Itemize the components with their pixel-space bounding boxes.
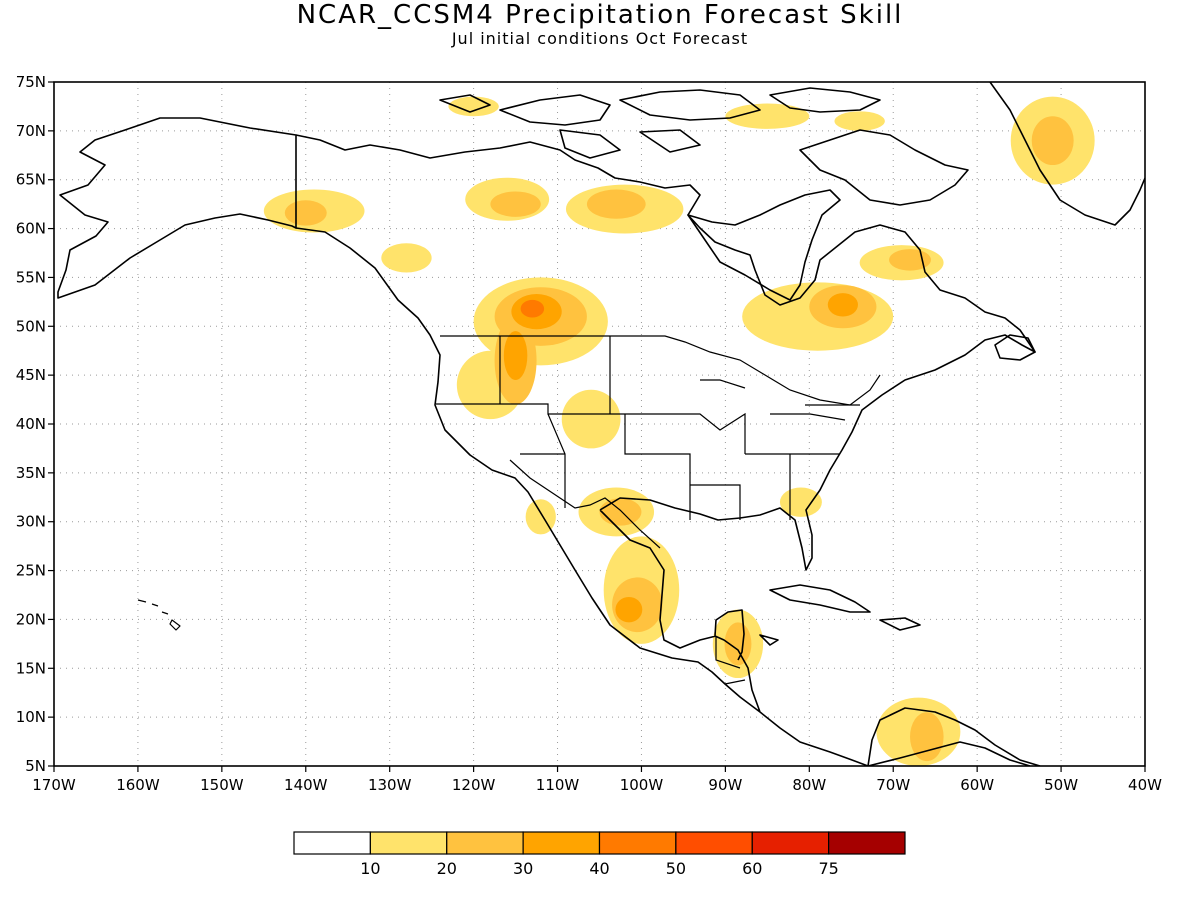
border-us-mexico <box>509 459 661 549</box>
border-us-states <box>436 336 860 520</box>
lat-tick-label: 70N <box>16 122 46 140</box>
skill-region <box>725 103 810 129</box>
skill-region <box>448 96 499 117</box>
lon-tick-label: 160W <box>116 776 160 794</box>
colorbar-swatch <box>522 831 601 855</box>
skill-region <box>520 299 545 318</box>
lat-tick-label: 35N <box>16 464 46 482</box>
lon-tick-label: 70W <box>876 776 910 794</box>
lat-tick-label: 25N <box>16 562 46 580</box>
colorbar-label: 10 <box>360 859 380 878</box>
map-subtitle: Jul initial conditions Oct Forecast <box>451 29 749 48</box>
coast-hudson-bay <box>687 189 841 301</box>
lat-tick-label: 20N <box>16 610 46 628</box>
skill-region <box>284 200 327 226</box>
lat-tick-label: 40N <box>16 415 46 433</box>
lat-tick-label: 45N <box>16 366 46 384</box>
skill-region <box>599 498 642 526</box>
colorbar-swatch <box>828 831 906 855</box>
colorbar-swatch <box>598 831 677 855</box>
lat-tick-label: 30N <box>16 513 46 531</box>
skill-region <box>834 111 885 131</box>
colorbar-swatch <box>293 831 371 855</box>
lon-tick-label: 50W <box>1044 776 1078 794</box>
colorbar: 10 20 30 40 50 60 75 <box>293 831 906 878</box>
colorbar-label: 50 <box>666 859 686 878</box>
skill-region <box>381 243 432 273</box>
axis-labels: 170W 160W 150W 140W 130W 120W 110W 100W 90W 80W 70… <box>16 73 1162 794</box>
skill-region <box>615 596 643 623</box>
skill-region <box>503 331 528 381</box>
lon-tick-label: 140W <box>284 776 328 794</box>
lon-tick-label: 80W <box>792 776 826 794</box>
lat-tick-label: 15N <box>16 659 46 677</box>
border-central-america <box>715 636 746 685</box>
skill-region <box>827 293 858 317</box>
colorbar-label: 30 <box>513 859 533 878</box>
colorbar-swatch <box>675 831 753 855</box>
lon-tick-label: 120W <box>452 776 496 794</box>
colorbar-label: 40 <box>589 859 609 878</box>
skill-region <box>561 389 621 449</box>
lon-tick-label: 60W <box>960 776 994 794</box>
coast-alaska <box>57 117 297 299</box>
political-borders <box>436 335 881 685</box>
lon-tick-label: 90W <box>708 776 742 794</box>
coast-greenland <box>989 82 1145 226</box>
lat-tick-label: 55N <box>16 268 46 286</box>
coast-newfoundland <box>994 334 1036 361</box>
skill-shading <box>263 96 1095 766</box>
coastlines <box>57 82 1145 766</box>
colorbar-label: 20 <box>437 859 457 878</box>
lon-tick-label: 130W <box>368 776 412 794</box>
colorbar-swatch <box>369 831 448 855</box>
lat-tick-label: 75N <box>16 73 46 91</box>
colorbar-swatch <box>446 831 524 855</box>
coast-arctic-islands <box>439 87 881 159</box>
lat-tick-label: 50N <box>16 317 46 335</box>
colorbar-label: 75 <box>818 859 838 878</box>
colorbar-swatch <box>751 831 830 855</box>
map-title: NCAR_CCSM4 Precipitation Forecast Skill <box>296 0 904 30</box>
coast-mainland <box>295 134 1036 766</box>
colorbar-label: 60 <box>742 859 762 878</box>
skill-region <box>490 191 541 217</box>
lon-tick-label: 150W <box>200 776 244 794</box>
coast-baffin <box>799 129 969 206</box>
coast-hawaii <box>137 599 181 631</box>
lon-tick-label: 110W <box>536 776 580 794</box>
coast-cuba <box>759 584 921 646</box>
lat-tick-label: 60N <box>16 220 46 238</box>
lat-tick-label: 10N <box>16 708 46 726</box>
lat-tick-label: 5N <box>25 757 46 775</box>
lon-tick-label: 170W <box>32 776 76 794</box>
lon-tick-label: 100W <box>620 776 664 794</box>
lon-tick-label: 40W <box>1128 776 1162 794</box>
skill-region <box>586 189 646 219</box>
skill-region <box>1031 116 1074 166</box>
coast-south-america <box>867 707 1041 766</box>
lat-tick-label: 65N <box>16 171 46 189</box>
